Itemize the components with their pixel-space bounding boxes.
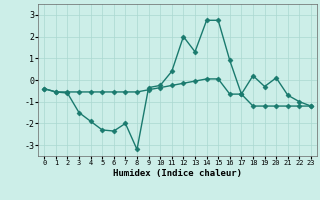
X-axis label: Humidex (Indice chaleur): Humidex (Indice chaleur) xyxy=(113,169,242,178)
